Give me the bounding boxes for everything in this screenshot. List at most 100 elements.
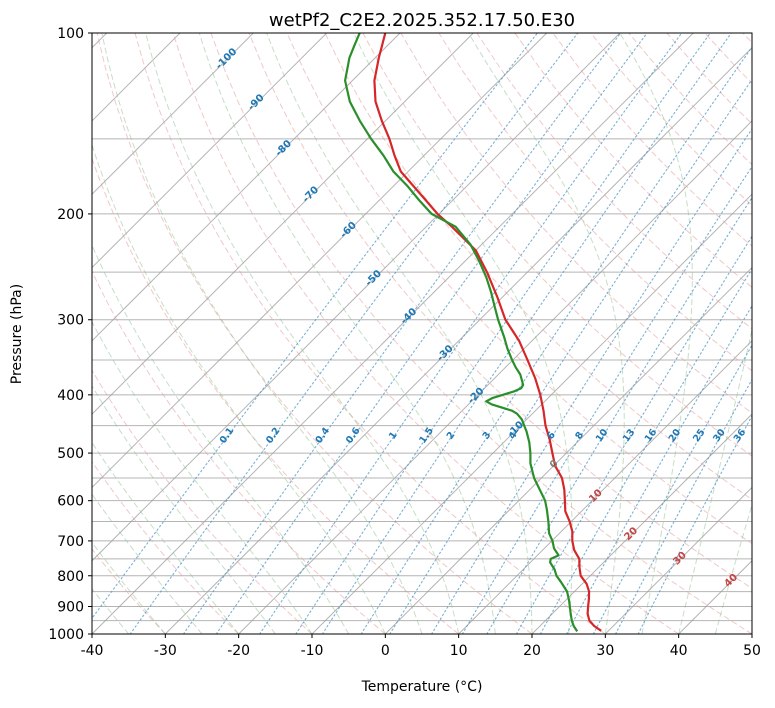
mixing-ratio-line — [182, 33, 622, 634]
dry-adiabat — [286, 33, 752, 545]
x-tick-label: 20 — [523, 643, 541, 659]
mixing-ratio-label: 3 — [481, 430, 494, 442]
y-tick-label: 900 — [57, 599, 84, 615]
y-tick-label: 400 — [57, 388, 84, 404]
dry-adiabat — [92, 369, 313, 634]
dry-adiabat — [134, 33, 606, 634]
y-tick-label: 1000 — [48, 627, 84, 643]
mixing-ratio-label: 1 — [387, 430, 400, 442]
moist-adiabat — [92, 588, 130, 634]
moist-adiabat — [198, 33, 496, 634]
mixing-ratio-line — [360, 46, 752, 634]
dry-adiabat — [92, 548, 166, 634]
dry-adiabat — [92, 157, 460, 634]
y-tick-label: 200 — [57, 207, 84, 223]
y-axis-label: Pressure (hPa) — [9, 283, 25, 385]
mixing-ratio-line — [461, 165, 752, 634]
x-tick-label: -10 — [301, 643, 324, 659]
dry-adiabat — [92, 460, 240, 634]
dry-adiabat — [362, 33, 752, 457]
dry-adiabat — [742, 33, 752, 44]
mixing-ratio-line — [129, 33, 579, 634]
dry-adiabat — [666, 33, 752, 125]
mixing-ratio-line — [215, 33, 648, 634]
sounding-profiles — [344, 33, 602, 632]
axis-ticks: -40 -30 -20 -10 0 10 20 30 40 5010020030040050060… — [48, 26, 761, 659]
mixing-ratio-label: 8 — [573, 429, 586, 441]
isotherm-line — [238, 120, 752, 634]
dewpoint-profile-line — [344, 33, 579, 632]
temperature-profile-line — [373, 33, 602, 632]
moist-adiabat — [714, 503, 752, 634]
dry-adiabat — [438, 33, 752, 372]
dry-adiabats — [92, 33, 752, 634]
isotherm-line — [92, 33, 474, 415]
mixing-ratio-line — [637, 414, 752, 634]
dry-adiabat — [248, 33, 752, 589]
isotherm-line — [751, 633, 752, 634]
mixing-ratio-label: 1.5 — [417, 426, 436, 446]
x-tick-label: -40 — [81, 643, 104, 659]
mixing-ratio-label: 10 — [594, 427, 611, 444]
moist-adiabat — [145, 33, 460, 634]
isotherm-line — [92, 33, 401, 342]
moist-adiabat — [92, 143, 386, 634]
mixing-ratio-line — [615, 378, 752, 634]
dry-adiabat — [552, 33, 752, 247]
y-tick-label: 600 — [57, 494, 84, 510]
mixing-ratio-line — [515, 235, 752, 634]
mixing-ratio-label: 0.4 — [313, 425, 332, 445]
dry-adiabat — [210, 33, 752, 634]
x-tick-label: 10 — [450, 643, 468, 659]
isotherm-line — [92, 33, 548, 489]
x-tick-label: 40 — [670, 643, 688, 659]
mixing-ratio-line — [486, 196, 752, 634]
mixing-ratio-label: 16 — [643, 427, 660, 444]
x-tick-label: 50 — [743, 643, 761, 659]
moist-adiabat — [678, 327, 752, 634]
moist-adiabat — [92, 493, 203, 634]
chart-title: wetPf2_C2E2.2025.352.17.50.E30 — [268, 10, 576, 31]
isotherm-line — [164, 46, 752, 634]
dry-adiabat — [172, 33, 679, 634]
y-tick-label: 100 — [57, 26, 84, 42]
isotherm-line — [531, 413, 752, 634]
moist-adiabat — [92, 243, 350, 634]
x-tick-label: -20 — [227, 643, 250, 659]
mixing-ratio-line — [431, 127, 752, 634]
moist-adiabat — [266, 33, 533, 634]
x-tick-label: 30 — [596, 643, 614, 659]
isotherm-line — [678, 560, 752, 634]
mixing-ratio-line — [92, 33, 538, 620]
dry-adiabat — [514, 33, 752, 289]
isotherm-line — [311, 193, 752, 634]
mixing-ratio-label: 13 — [621, 427, 638, 444]
x-tick-label: 0 — [381, 643, 390, 659]
isotherm-line — [92, 33, 181, 122]
isotherm-line — [92, 33, 254, 195]
dry-adiabat — [628, 33, 752, 166]
mixing-ratio-line — [389, 78, 752, 634]
mixing-ratio-label: 0.1 — [218, 426, 237, 446]
mixing-ratio-line — [259, 33, 683, 634]
mixing-ratio-lines — [92, 33, 752, 634]
y-tick-label: 800 — [57, 569, 84, 585]
moist-adiabat — [468, 33, 625, 634]
y-tick-label: 500 — [57, 446, 84, 462]
isotherm-line — [92, 33, 621, 562]
isotherm-line — [92, 33, 328, 269]
pressure-gridlines — [92, 33, 752, 634]
mixing-ratio-line — [539, 267, 752, 634]
y-tick-label: 300 — [57, 313, 84, 329]
mixing-ratio-label: 36 — [732, 427, 749, 444]
moist-adiabat — [92, 441, 240, 634]
moist-adiabat — [619, 33, 693, 634]
mixing-ratio-label: 20 — [667, 427, 684, 444]
isotherm-line — [92, 33, 694, 634]
mixing-ratio-label: 6 — [545, 429, 558, 441]
mixing-ratio-label: 25 — [691, 427, 708, 444]
axes-frame — [91, 32, 753, 635]
y-tick-label: 700 — [57, 534, 84, 550]
